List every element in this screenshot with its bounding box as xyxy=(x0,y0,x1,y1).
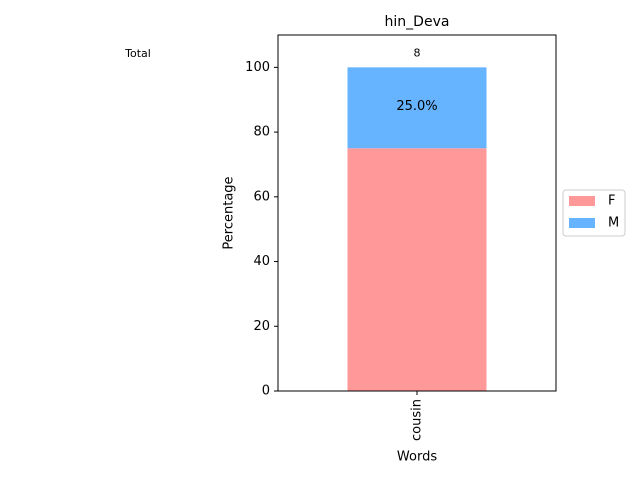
y-tick-label: 100 xyxy=(245,60,270,75)
legend-swatch xyxy=(569,218,595,228)
x-tick-label: cousin xyxy=(410,399,425,441)
y-tick-label: 60 xyxy=(253,189,270,204)
legend-swatch xyxy=(569,196,595,206)
total-label: Total xyxy=(124,47,151,60)
plot-frame xyxy=(277,34,557,392)
bar-segment xyxy=(347,67,487,149)
chart-title: hin_Deva xyxy=(385,14,450,30)
x-axis-label: Words xyxy=(397,450,437,465)
y-tick-label: 80 xyxy=(253,125,270,140)
legend-label: M xyxy=(608,216,619,231)
value-label: 25.0% xyxy=(396,99,437,114)
y-tick-label: 40 xyxy=(253,254,270,269)
y-tick-label: 0 xyxy=(262,384,270,399)
total-value: 8 xyxy=(414,46,421,59)
y-tick-label: 20 xyxy=(253,319,270,334)
y-axis-label: Percentage xyxy=(222,176,237,249)
legend-label: F xyxy=(608,194,615,209)
bar-segment xyxy=(347,148,487,391)
